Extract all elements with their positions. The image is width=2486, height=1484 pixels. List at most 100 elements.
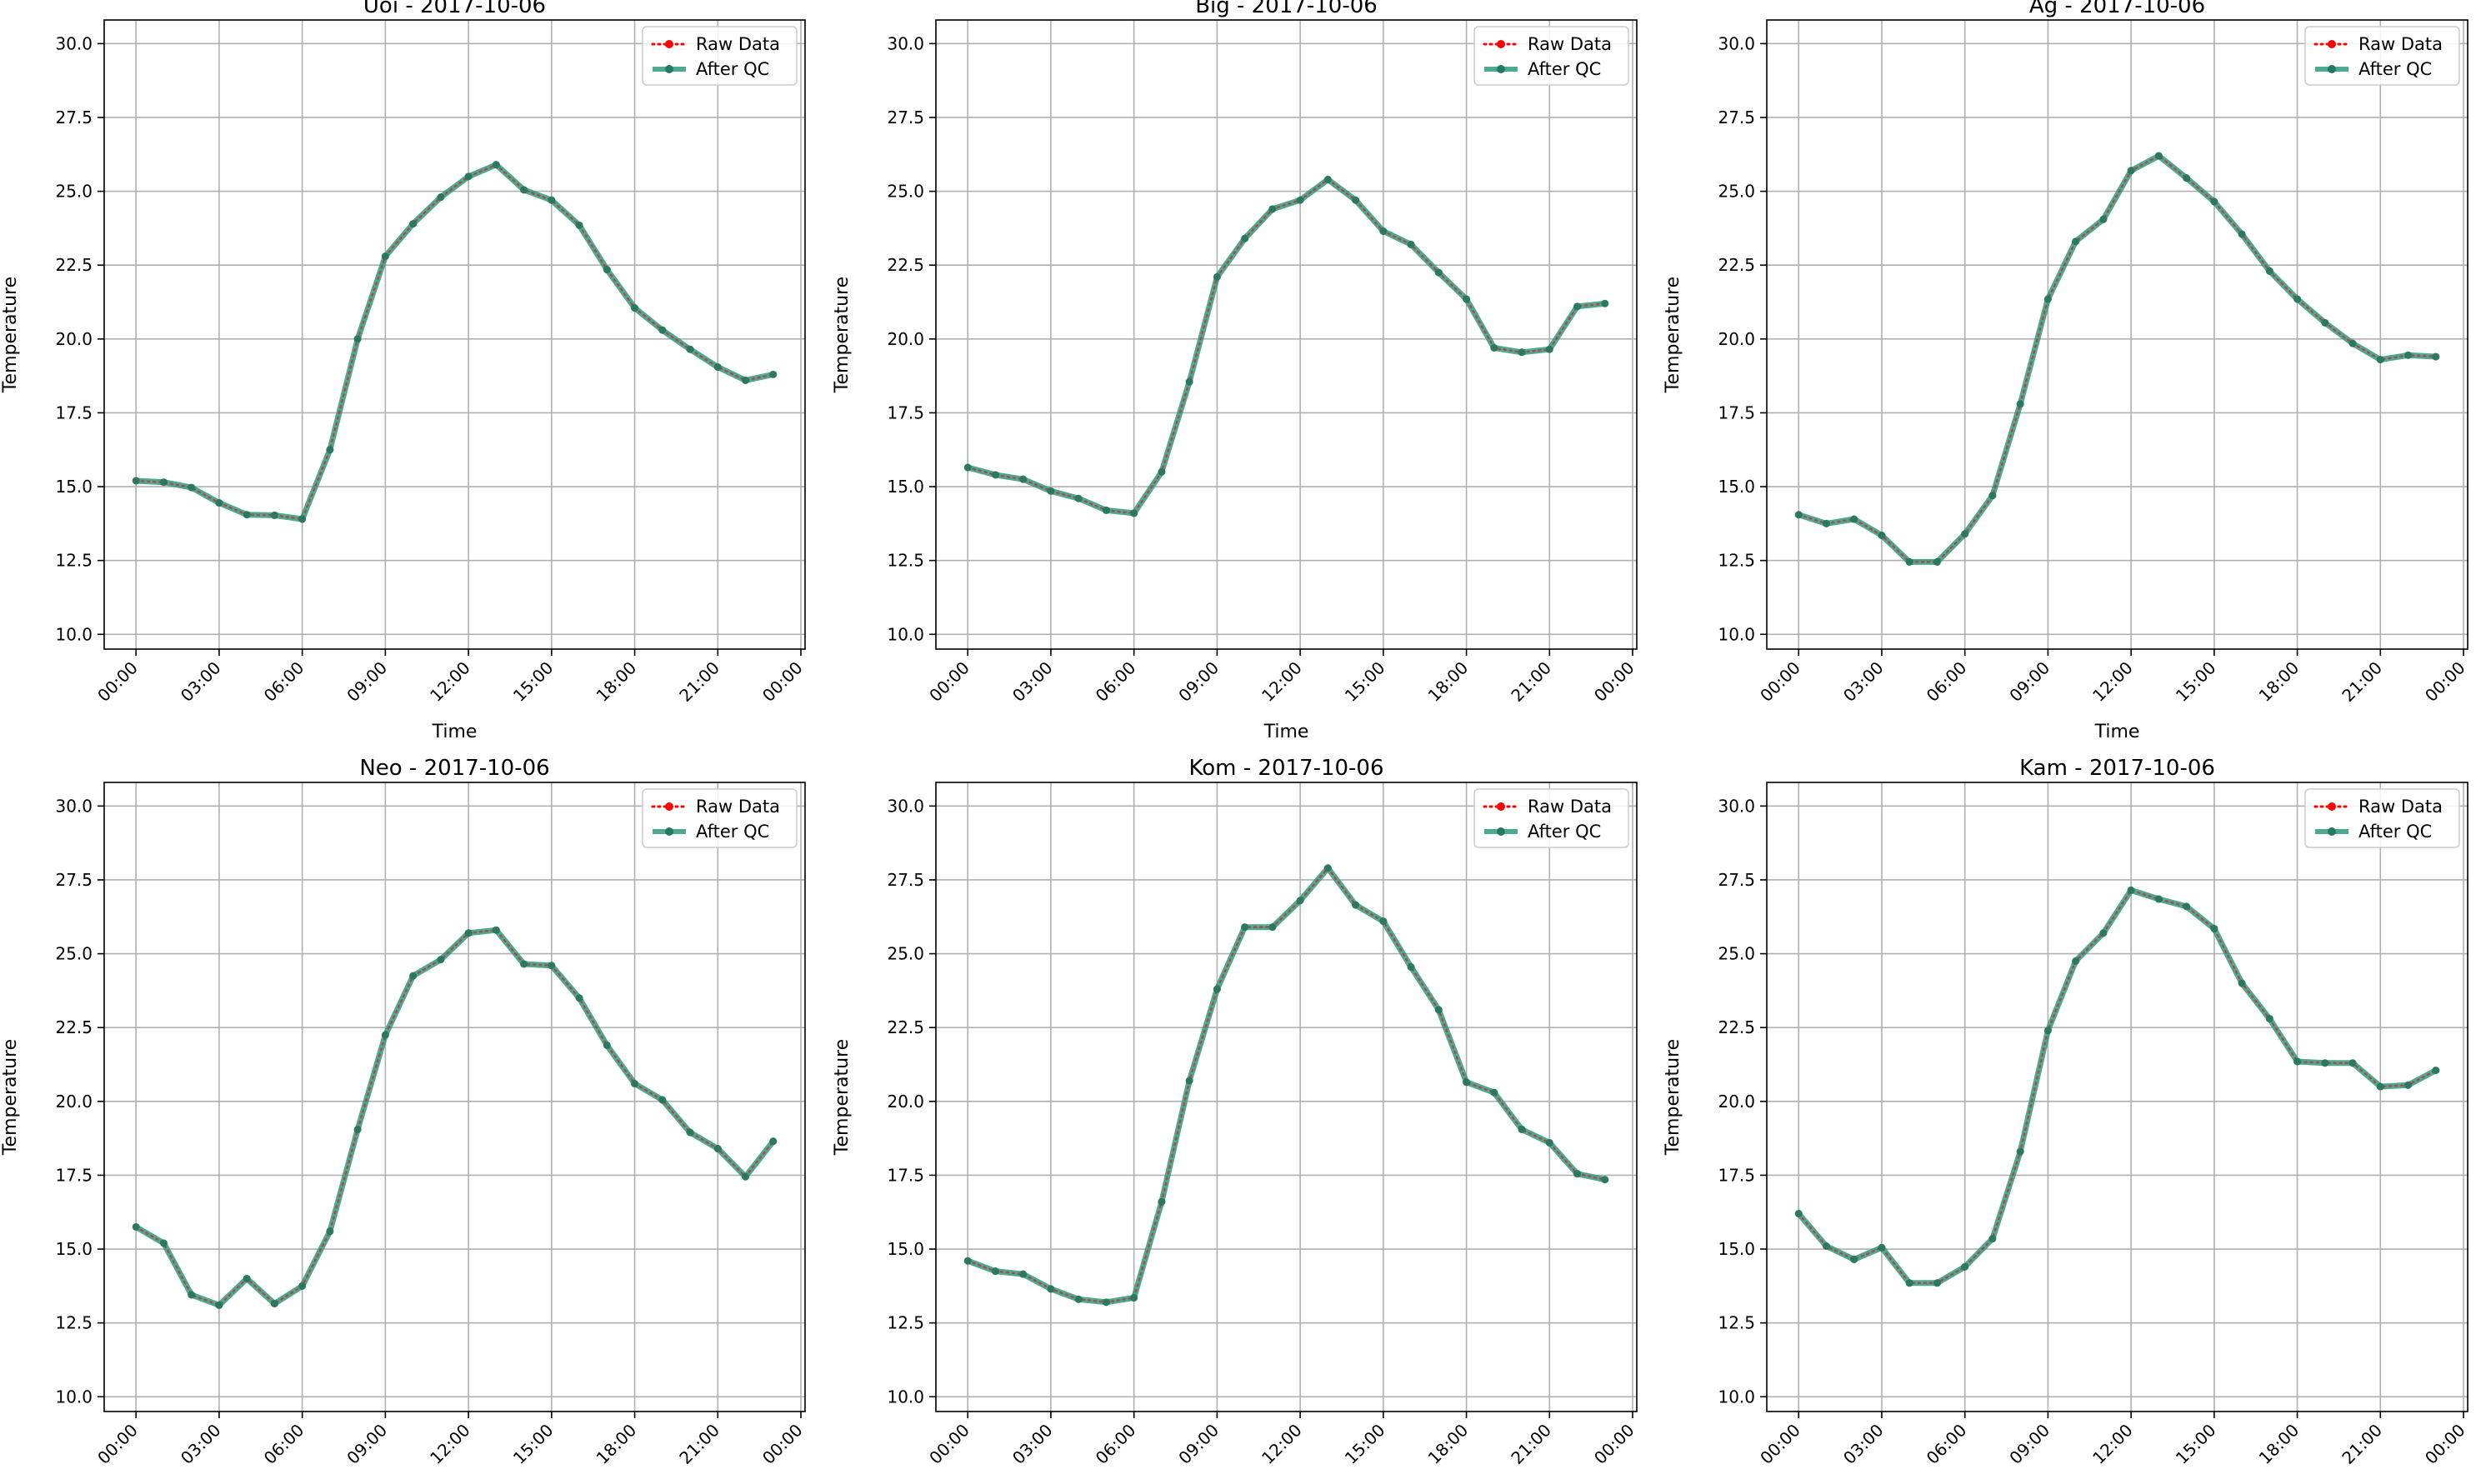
x-tick-label: 09:00 bbox=[1174, 1420, 1223, 1468]
y-tick-label: 30.0 bbox=[55, 796, 93, 816]
point-after-qc bbox=[2183, 902, 2191, 911]
x-tick-label: 03:00 bbox=[177, 657, 225, 706]
legend-label-raw-data: Raw Data bbox=[696, 797, 780, 817]
point-after-qc bbox=[1102, 1298, 1110, 1307]
legend-label-after-qc: After QC bbox=[2358, 59, 2432, 79]
point-after-qc bbox=[2099, 929, 2108, 937]
x-tick-label: 21:00 bbox=[2338, 657, 2386, 706]
y-tick-label: 17.5 bbox=[1718, 402, 1755, 422]
y-tick-label: 15.0 bbox=[1718, 1239, 1755, 1259]
legend-marker-raw-data bbox=[2328, 40, 2336, 48]
y-tick-label: 10.0 bbox=[1718, 624, 1755, 644]
point-after-qc bbox=[409, 972, 418, 980]
point-after-qc bbox=[769, 370, 778, 378]
y-tick-label: 12.5 bbox=[55, 551, 93, 571]
point-after-qc bbox=[1296, 196, 1304, 204]
point-after-qc bbox=[1463, 295, 1471, 303]
point-after-qc bbox=[1933, 557, 1941, 566]
plot-frame bbox=[1766, 19, 2468, 650]
point-after-qc bbox=[658, 1096, 667, 1104]
chart-title: Kam - 2017-10-06 bbox=[2019, 756, 2215, 781]
point-after-qc bbox=[381, 252, 389, 261]
point-after-qc bbox=[686, 1128, 694, 1137]
x-tick-label: 03:00 bbox=[1008, 657, 1057, 706]
point-after-qc bbox=[2072, 237, 2080, 246]
y-tick-label: 12.5 bbox=[887, 551, 924, 571]
point-after-qc bbox=[188, 1291, 196, 1299]
point-after-qc bbox=[159, 1239, 168, 1247]
x-tick-label: 09:00 bbox=[2005, 657, 2053, 706]
legend-label-raw-data: Raw Data bbox=[2358, 34, 2443, 54]
point-after-qc bbox=[326, 1227, 334, 1236]
x-tick-label: 09:00 bbox=[343, 657, 391, 706]
subplot: 10.0 12.5 15.0 17.5 20.0 22.5 25.0 27.5 30.0 00:0… bbox=[0, 756, 807, 1468]
x-tick-label: 12:00 bbox=[426, 657, 474, 706]
x-tick-label: 03:00 bbox=[1839, 657, 1888, 706]
point-after-qc bbox=[159, 478, 168, 487]
point-after-qc bbox=[2127, 886, 2135, 894]
x-tick-label: 06:00 bbox=[260, 657, 308, 706]
point-after-qc bbox=[1352, 901, 1360, 909]
y-tick-label: 22.5 bbox=[887, 1017, 924, 1037]
point-after-qc bbox=[270, 511, 278, 519]
point-after-qc bbox=[2432, 1067, 2440, 1075]
legend-marker-after-qc bbox=[2328, 827, 2336, 836]
x-axis-label: Time bbox=[2094, 722, 2140, 742]
point-after-qc bbox=[326, 446, 334, 454]
point-after-qc bbox=[1185, 377, 1193, 386]
y-tick-label: 27.5 bbox=[887, 107, 924, 127]
legend-label-raw-data: Raw Data bbox=[1528, 797, 1612, 817]
legend-marker-raw-data bbox=[1497, 40, 1505, 48]
point-after-qc bbox=[1213, 985, 1221, 993]
x-tick-label: 00:00 bbox=[1590, 1420, 1638, 1468]
x-tick-label: 00:00 bbox=[2421, 657, 2469, 706]
legend-marker-after-qc bbox=[665, 65, 673, 73]
y-tick-label: 30.0 bbox=[55, 33, 93, 53]
point-after-qc bbox=[1794, 1210, 1803, 1218]
point-after-qc bbox=[1102, 506, 1110, 514]
point-after-qc bbox=[2348, 1059, 2357, 1067]
x-tick-label: 12:00 bbox=[426, 1420, 474, 1468]
point-after-qc bbox=[492, 926, 500, 934]
y-tick-label: 12.5 bbox=[1718, 1313, 1755, 1333]
point-after-qc bbox=[548, 962, 556, 970]
series-line-raw-data bbox=[134, 163, 775, 521]
point-after-qc bbox=[1518, 1125, 1526, 1133]
point-after-qc bbox=[2404, 1081, 2413, 1089]
y-tick-label: 27.5 bbox=[1718, 107, 1755, 127]
point-after-qc bbox=[2210, 197, 2218, 206]
point-after-qc bbox=[713, 362, 722, 371]
point-after-qc bbox=[2043, 295, 2052, 303]
point-after-qc bbox=[381, 1031, 389, 1039]
y-tick-label: 25.0 bbox=[1718, 944, 1755, 964]
y-axis-label: Temperature bbox=[0, 1039, 21, 1156]
point-after-qc bbox=[1905, 557, 1913, 566]
point-after-qc bbox=[1379, 917, 1388, 926]
point-after-qc bbox=[188, 483, 196, 492]
point-after-qc bbox=[409, 220, 418, 228]
point-after-qc bbox=[991, 1267, 999, 1276]
point-after-qc bbox=[575, 994, 583, 1002]
point-after-qc bbox=[1434, 268, 1443, 277]
point-after-qc bbox=[2238, 979, 2246, 987]
point-after-qc bbox=[1213, 272, 1221, 281]
legend: Raw Data After QC bbox=[642, 26, 798, 86]
legend-label-after-qc: After QC bbox=[696, 59, 769, 79]
point-after-qc bbox=[742, 1172, 750, 1181]
point-after-qc bbox=[243, 511, 251, 519]
y-tick-label: 20.0 bbox=[55, 329, 93, 349]
point-after-qc bbox=[1573, 1170, 1582, 1178]
y-tick-label: 17.5 bbox=[887, 1165, 924, 1185]
y-tick-label: 12.5 bbox=[887, 1313, 924, 1333]
point-after-qc bbox=[353, 1125, 362, 1133]
point-after-qc bbox=[1241, 923, 1249, 932]
point-after-qc bbox=[991, 471, 999, 479]
point-after-qc bbox=[520, 960, 528, 968]
x-tick-label: 12:00 bbox=[1258, 1420, 1306, 1468]
x-tick-label: 06:00 bbox=[1092, 657, 1140, 706]
legend-marker-after-qc bbox=[1497, 65, 1505, 73]
point-after-qc bbox=[1878, 1243, 1886, 1252]
point-after-qc bbox=[2154, 152, 2163, 160]
chart-title: Kom - 2017-10-06 bbox=[1189, 756, 1384, 781]
point-after-qc bbox=[1158, 467, 1166, 476]
